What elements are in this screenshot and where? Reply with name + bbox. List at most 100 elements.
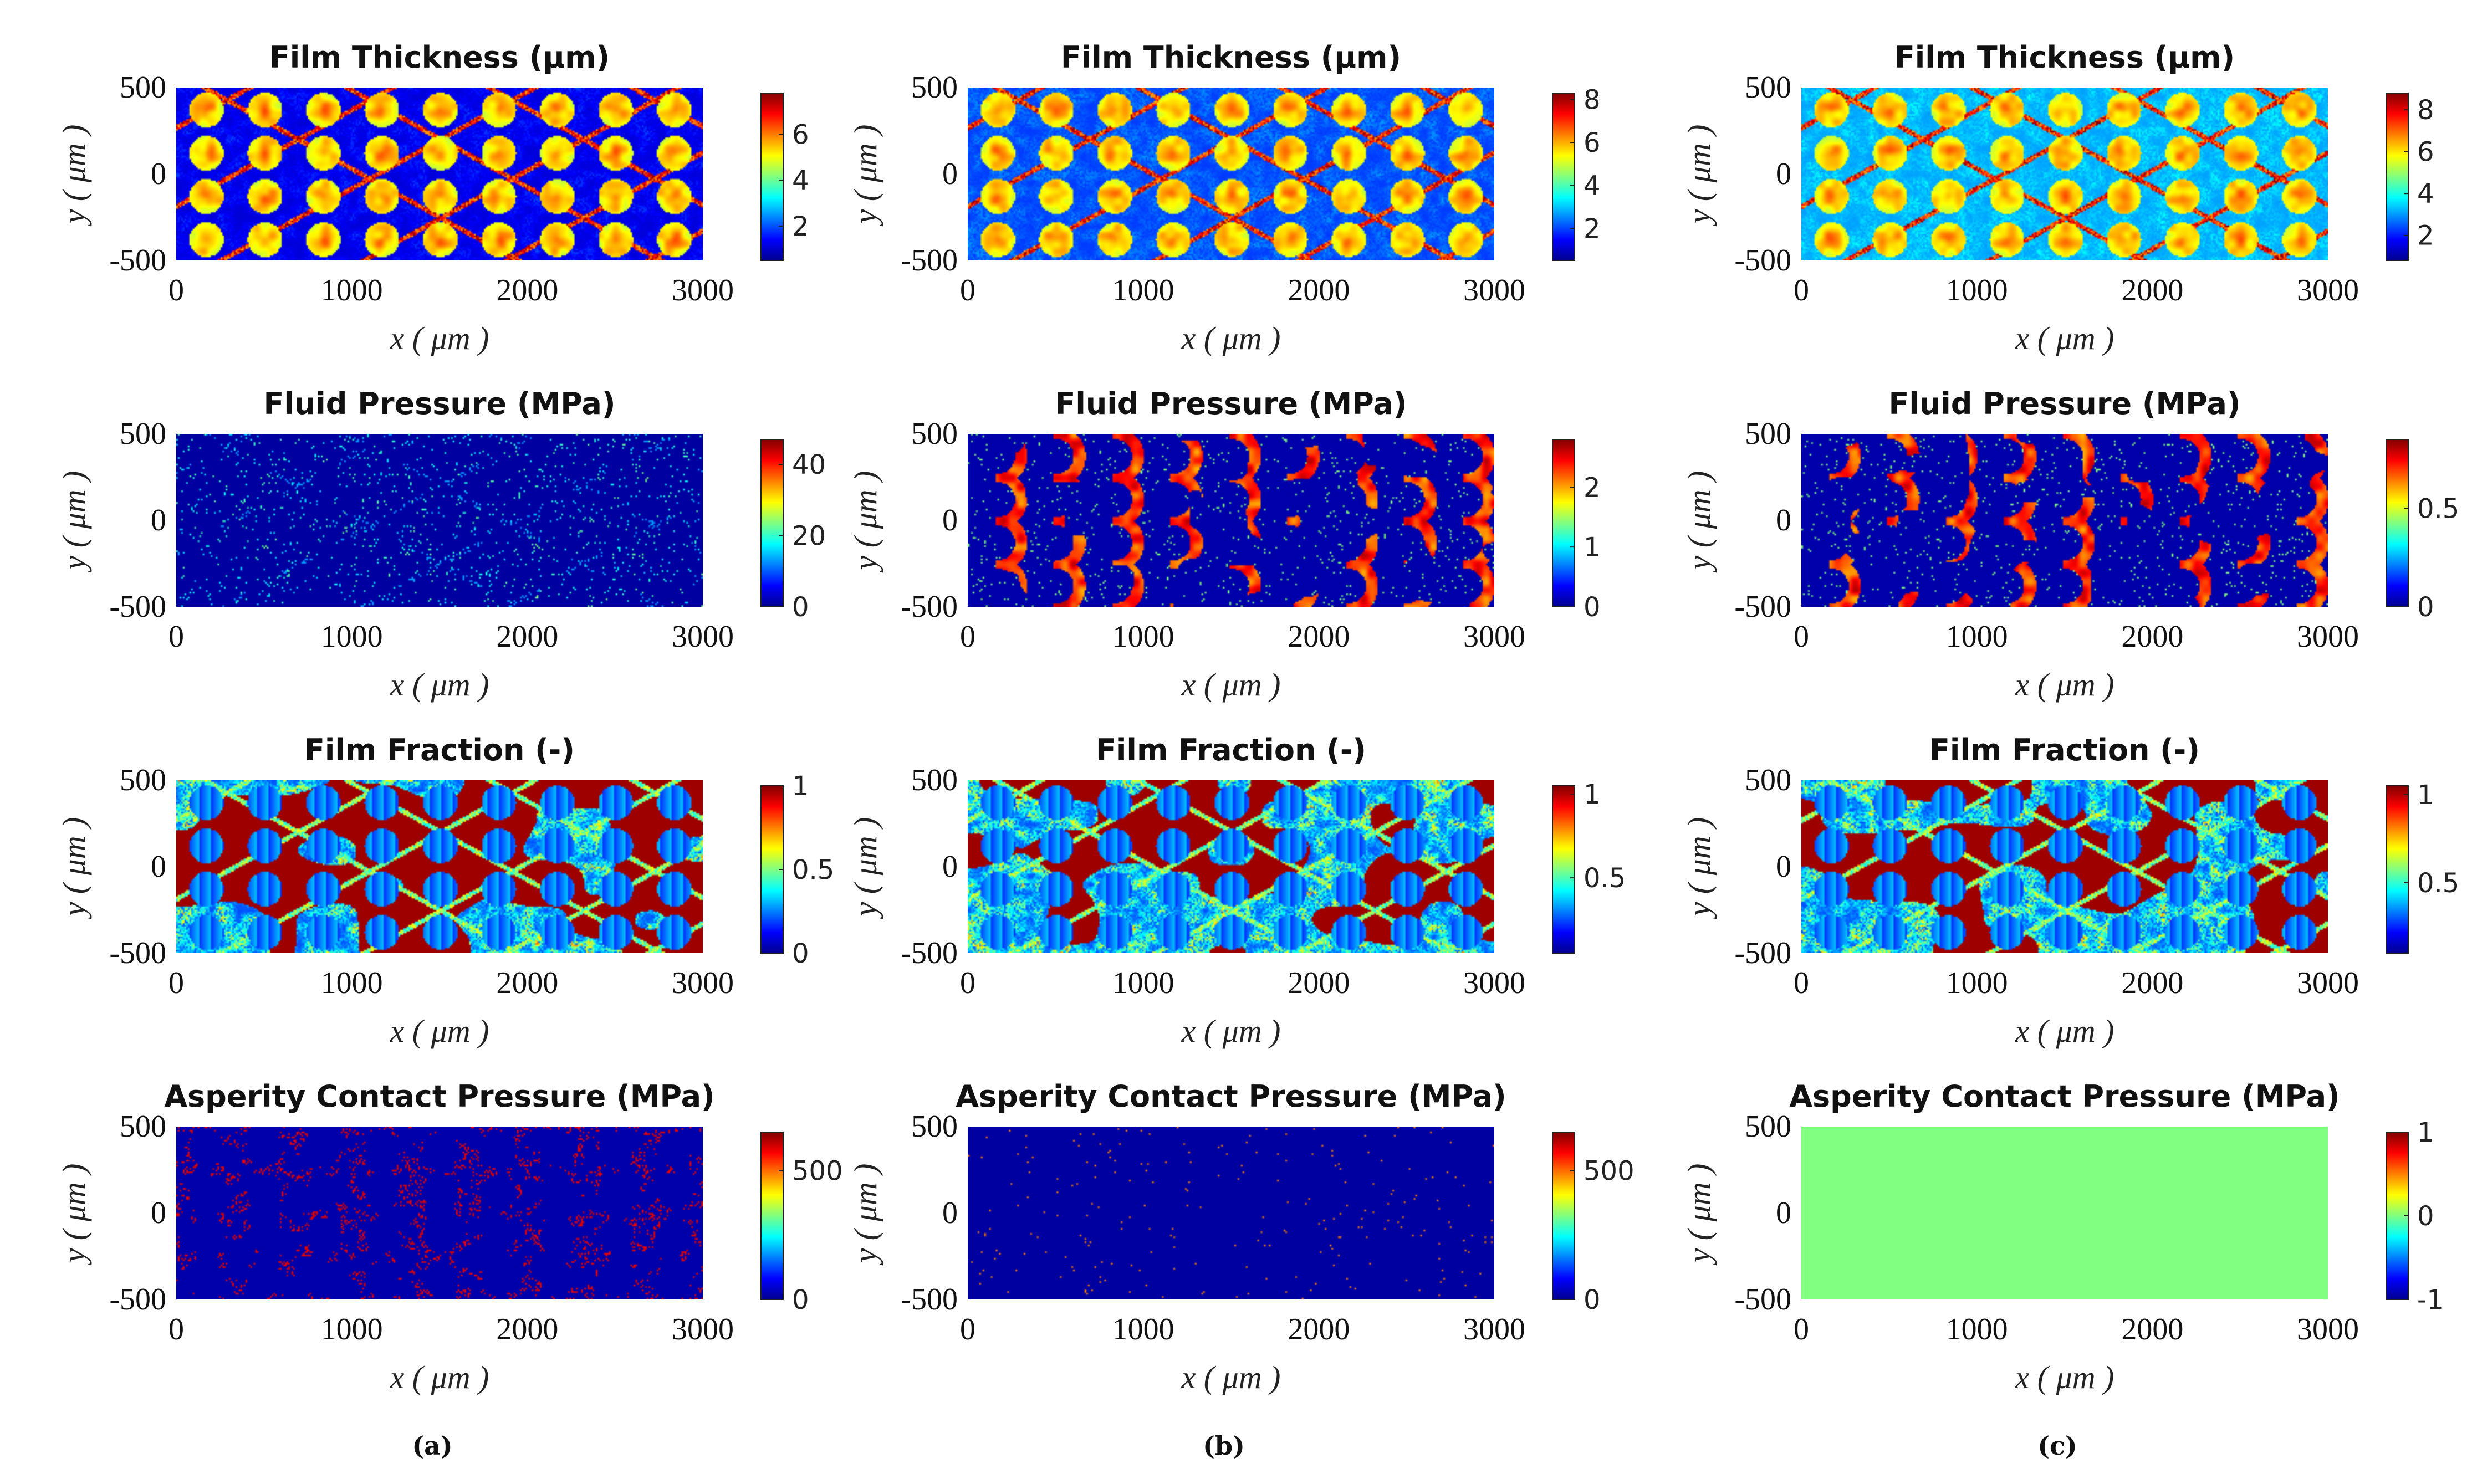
x-tick-label: 0 [960,273,975,308]
colorbar-tick-label: 2 [1584,472,1601,503]
x-tick-label: 1000 [1946,620,2008,654]
y-tick-label: 0 [942,157,958,191]
y-axis-label: y ( μm ) [1681,1164,1717,1266]
colorbar [760,1132,784,1300]
y-tick-label: 500 [911,70,958,105]
caption-b: (b) [1203,1431,1245,1461]
x-tick-label: 0 [1794,273,1809,308]
colorbar-tick-label: 0 [792,1285,809,1316]
x-tick-label: 3000 [1463,966,1525,1000]
y-tick-label: -500 [1734,1282,1791,1317]
heatmap-image [1801,88,2328,260]
y-tick-label: -500 [901,590,958,624]
x-axis-label: x ( μm ) [390,1359,489,1395]
y-tick-label: 500 [911,763,958,797]
colorbar-tick-label: 8 [1584,85,1601,116]
y-axis-label: y ( μm ) [1681,471,1717,573]
heatmap-image [968,88,1494,260]
x-tick-label: 2000 [2121,273,2183,308]
y-axis-label: y ( μm ) [847,1164,883,1266]
colorbar-tick-label: 20 [792,520,826,551]
heatmap-image [176,434,703,607]
x-tick-label: 2000 [2121,966,2183,1000]
y-tick-label: 500 [120,417,166,451]
colorbar-tick-label: 1 [2417,780,2434,811]
panel-title: Asperity Contact Pressure (MPa) [164,1079,715,1114]
colorbar-tick-label: 1 [792,771,809,802]
panel-title: Asperity Contact Pressure (MPa) [1789,1079,2340,1114]
colorbar [760,93,784,261]
x-tick-label: 3000 [2297,1312,2359,1347]
x-tick-label: 1000 [1112,273,1174,308]
y-tick-label: 500 [1745,763,1791,797]
x-tick-label: 1000 [321,966,383,1000]
x-axis-label: x ( μm ) [1181,1013,1281,1049]
x-tick-label: 3000 [2297,966,2359,1000]
colorbar-tick-label: -1 [2417,1285,2444,1316]
x-tick-label: 1000 [1112,1312,1174,1347]
colorbar-tick-label: 0.5 [1584,863,1626,894]
x-tick-label: 2000 [1288,966,1350,1000]
heatmap-image [1801,1127,2328,1299]
colorbar-tick-label: 0 [792,592,809,623]
x-axis-label: x ( μm ) [390,320,489,356]
x-tick-label: 2000 [1288,1312,1350,1347]
heatmap-image [176,1127,703,1299]
colorbar-tick-label: 1 [1584,532,1601,563]
colorbar-tick-label: 2 [1584,213,1601,244]
x-tick-label: 0 [960,966,975,1000]
y-tick-label: 0 [1776,157,1791,191]
y-axis-label: y ( μm ) [1681,125,1717,227]
x-axis-label: x ( μm ) [1181,320,1281,356]
y-tick-label: -500 [901,936,958,970]
x-axis-label: x ( μm ) [2015,1013,2114,1049]
x-tick-label: 1000 [1112,966,1174,1000]
x-tick-label: 1000 [321,1312,383,1347]
x-axis-label: x ( μm ) [2015,1359,2114,1395]
x-axis-label: x ( μm ) [1181,1359,1281,1395]
panel-title: Film Thickness (μm) [1894,40,2235,75]
y-tick-label: -500 [901,243,958,278]
x-tick-label: 1000 [1946,966,2008,1000]
y-tick-label: 0 [151,503,166,538]
x-axis-label: x ( μm ) [1181,667,1281,703]
y-tick-label: -500 [901,1282,958,1317]
colorbar-tick-label: 2 [2417,221,2434,252]
y-tick-label: 500 [1745,1109,1791,1144]
colorbar-tick-label: 0.5 [792,854,834,886]
colorbar [2386,93,2409,261]
colorbar [1552,1132,1575,1300]
x-tick-label: 1000 [1946,273,2008,308]
x-tick-label: 0 [960,620,975,654]
colorbar-tick-label: 4 [2417,178,2434,209]
x-tick-label: 0 [1794,1312,1809,1347]
x-tick-label: 0 [168,273,184,308]
panel-title: Film Thickness (μm) [1061,40,1401,75]
colorbar-tick-label: 0 [1584,1285,1601,1316]
panel-3-0: Asperity Contact Pressure (MPa)5000-5000… [56,1079,843,1395]
x-tick-label: 2000 [2121,1312,2183,1347]
heatmap-image [968,434,1494,607]
x-tick-label: 3000 [672,620,734,654]
x-tick-label: 3000 [1463,273,1525,308]
panel-title: Fluid Pressure (MPa) [1055,386,1407,421]
colorbar-tick-label: 4 [792,165,809,196]
colorbar-tick-label: 1 [1584,779,1601,810]
x-tick-label: 1000 [1112,620,1174,654]
x-tick-label: 0 [168,966,184,1000]
y-tick-label: -500 [1734,590,1791,624]
panel-title: Film Fraction (-) [1096,733,1366,767]
heatmap-image [968,780,1494,953]
y-tick-label: 0 [1776,503,1791,538]
x-tick-label: 2000 [2121,620,2183,654]
panel-title: Film Fraction (-) [304,733,575,767]
x-tick-label: 3000 [2297,620,2359,654]
heatmap-image [968,1127,1494,1299]
colorbar-tick-label: 500 [1584,1156,1635,1187]
